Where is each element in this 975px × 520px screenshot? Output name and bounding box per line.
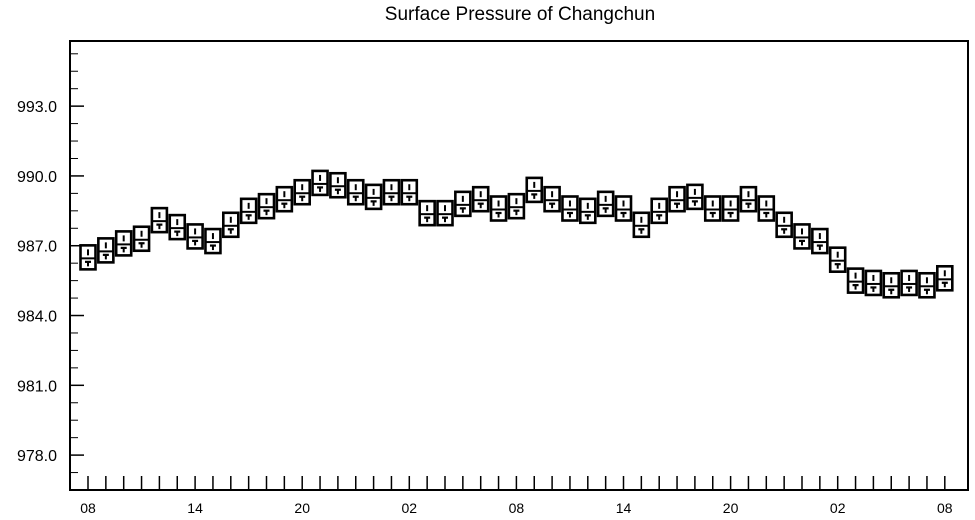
data-point bbox=[364, 183, 383, 211]
data-point bbox=[239, 197, 258, 225]
data-point bbox=[400, 178, 419, 206]
data-point bbox=[935, 264, 954, 292]
x-tick-label: 08 bbox=[80, 500, 96, 516]
data-point bbox=[828, 246, 847, 273]
y-tick-label: 990.0 bbox=[17, 169, 57, 186]
data-point bbox=[793, 223, 811, 250]
y-tick-label: 978.0 bbox=[17, 448, 57, 465]
x-tick-label: 08 bbox=[937, 500, 953, 516]
x-tick-label: 08 bbox=[509, 500, 525, 516]
data-point bbox=[186, 223, 204, 250]
y-axis: 978.0 981.0 984.0 987.0 990.0 993.0 bbox=[17, 53, 84, 491]
data-point bbox=[204, 227, 222, 255]
data-point bbox=[596, 190, 615, 218]
x-axis: 08 14 20 02 08 14 20 02 08 bbox=[80, 476, 953, 516]
data-point bbox=[257, 192, 276, 220]
x-tick-label: 20 bbox=[723, 500, 739, 516]
data-point bbox=[168, 213, 187, 241]
data-point bbox=[507, 192, 526, 220]
data-point bbox=[632, 211, 651, 239]
data-point bbox=[703, 195, 722, 222]
data-point bbox=[489, 195, 508, 222]
y-tick-label: 981.0 bbox=[17, 378, 57, 395]
data-point bbox=[578, 197, 597, 225]
data-point bbox=[846, 267, 865, 294]
chart-title: Surface Pressure of Changchun bbox=[384, 4, 656, 25]
data-point bbox=[114, 230, 133, 257]
data-point bbox=[686, 183, 704, 211]
plot-frame bbox=[69, 40, 969, 491]
data-point bbox=[418, 199, 436, 227]
data-point bbox=[132, 225, 151, 253]
data-point bbox=[668, 185, 686, 213]
data-point bbox=[454, 190, 472, 218]
data-point bbox=[882, 271, 901, 299]
data-point bbox=[222, 211, 240, 239]
data-point bbox=[900, 269, 918, 297]
data-point bbox=[275, 185, 294, 213]
data-point bbox=[382, 178, 401, 206]
data-point bbox=[650, 197, 669, 225]
data-point bbox=[811, 227, 829, 255]
data-point bbox=[739, 185, 758, 213]
data-point bbox=[471, 185, 490, 213]
data-point bbox=[293, 178, 312, 206]
data-point bbox=[614, 195, 633, 222]
x-tick-label: 14 bbox=[187, 500, 203, 516]
data-point bbox=[775, 211, 793, 239]
data-point bbox=[721, 195, 740, 222]
data-point bbox=[864, 269, 883, 297]
data-point bbox=[757, 195, 776, 222]
data-point bbox=[97, 237, 115, 264]
data-point bbox=[525, 176, 544, 204]
data-point bbox=[346, 178, 365, 206]
data-point bbox=[329, 171, 347, 199]
data-point bbox=[918, 271, 936, 299]
data-point bbox=[150, 206, 169, 234]
x-tick-label: 14 bbox=[616, 500, 632, 516]
x-tick-label: 20 bbox=[294, 500, 310, 516]
data-point bbox=[79, 244, 97, 271]
pressure-series bbox=[79, 169, 954, 299]
data-point bbox=[436, 199, 454, 227]
y-tick-label: 987.0 bbox=[17, 239, 57, 256]
x-tick-label: 02 bbox=[402, 500, 418, 516]
x-tick-label: 02 bbox=[830, 500, 846, 516]
y-tick-label: 984.0 bbox=[17, 309, 57, 326]
data-point bbox=[543, 185, 561, 213]
y-tick-label: 993.0 bbox=[17, 99, 57, 116]
data-point bbox=[561, 195, 579, 222]
data-point bbox=[311, 169, 329, 197]
